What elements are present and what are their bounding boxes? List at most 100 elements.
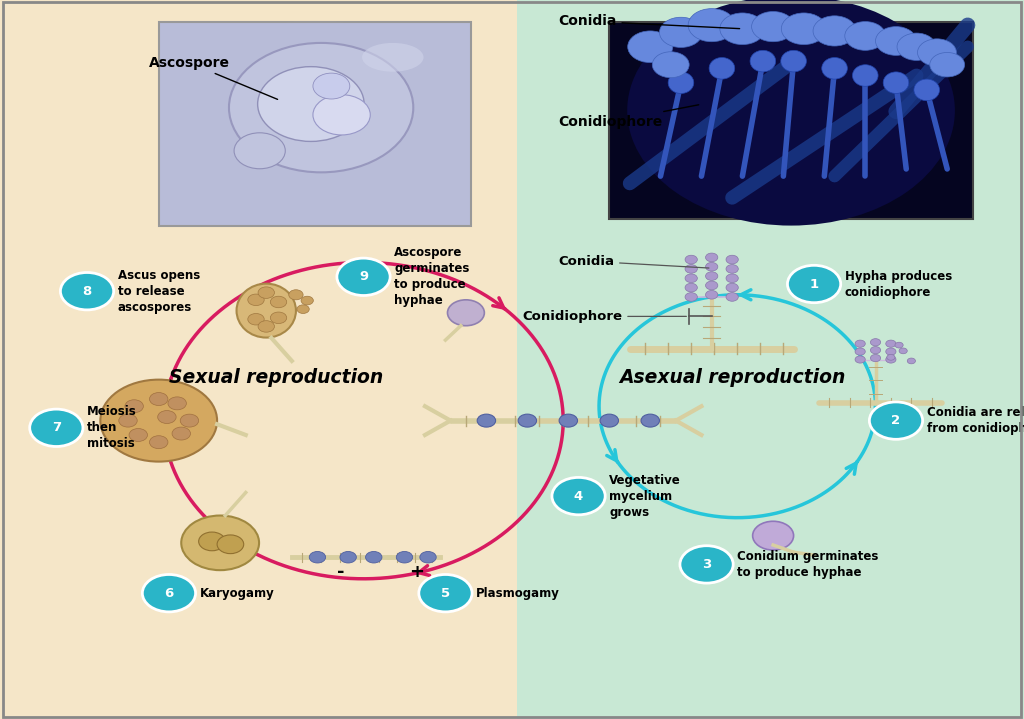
- Circle shape: [895, 342, 903, 348]
- Circle shape: [726, 265, 738, 273]
- Circle shape: [313, 73, 350, 99]
- Text: 1: 1: [810, 278, 818, 290]
- Circle shape: [258, 321, 274, 332]
- Text: Hypha produces
conidiophore: Hypha produces conidiophore: [845, 270, 952, 298]
- Circle shape: [726, 283, 738, 292]
- FancyBboxPatch shape: [517, 0, 1024, 719]
- Circle shape: [720, 13, 765, 45]
- Text: 4: 4: [573, 490, 584, 503]
- Ellipse shape: [883, 72, 909, 93]
- Circle shape: [641, 414, 659, 427]
- Ellipse shape: [362, 43, 424, 72]
- Circle shape: [628, 31, 673, 63]
- Circle shape: [918, 39, 956, 66]
- Circle shape: [787, 265, 841, 303]
- Circle shape: [726, 274, 738, 283]
- Ellipse shape: [709, 58, 734, 79]
- Circle shape: [150, 393, 168, 406]
- Text: 3: 3: [701, 558, 712, 571]
- Circle shape: [876, 27, 916, 55]
- Circle shape: [753, 521, 794, 550]
- Circle shape: [180, 414, 199, 427]
- Circle shape: [930, 52, 965, 77]
- Circle shape: [234, 133, 286, 169]
- Circle shape: [726, 255, 738, 264]
- Circle shape: [688, 9, 735, 42]
- Circle shape: [313, 95, 371, 135]
- FancyBboxPatch shape: [159, 22, 471, 226]
- Text: Conidiophore: Conidiophore: [522, 310, 686, 323]
- Circle shape: [886, 356, 896, 363]
- Circle shape: [659, 17, 702, 47]
- Circle shape: [309, 551, 326, 563]
- Ellipse shape: [821, 58, 847, 79]
- Circle shape: [119, 414, 137, 427]
- Circle shape: [337, 258, 390, 296]
- Circle shape: [340, 551, 356, 563]
- Circle shape: [726, 293, 738, 301]
- Text: Karyogamy: Karyogamy: [200, 587, 274, 600]
- Circle shape: [420, 551, 436, 563]
- Text: Ascus opens
to release
ascospores: Ascus opens to release ascospores: [118, 269, 200, 313]
- Circle shape: [855, 348, 865, 355]
- Circle shape: [706, 253, 718, 262]
- Text: Conidia: Conidia: [558, 14, 739, 29]
- Text: 6: 6: [164, 587, 174, 600]
- Circle shape: [845, 22, 886, 50]
- Text: Sexual reproduction: Sexual reproduction: [169, 368, 384, 387]
- Circle shape: [100, 380, 217, 462]
- Circle shape: [30, 409, 83, 446]
- FancyBboxPatch shape: [0, 0, 517, 719]
- Text: Ascospore
germinates
to produce
hyphae: Ascospore germinates to produce hyphae: [394, 247, 470, 307]
- Circle shape: [870, 347, 881, 354]
- Circle shape: [150, 436, 168, 449]
- Text: +: +: [410, 564, 424, 582]
- Circle shape: [897, 33, 936, 60]
- Text: Conidia are released
from conidiophore: Conidia are released from conidiophore: [927, 406, 1024, 435]
- Circle shape: [870, 354, 881, 362]
- Ellipse shape: [852, 65, 878, 86]
- Circle shape: [258, 67, 365, 142]
- Circle shape: [396, 551, 413, 563]
- Circle shape: [199, 532, 225, 551]
- Circle shape: [781, 13, 826, 45]
- Circle shape: [752, 12, 795, 42]
- Text: Plasmogamy: Plasmogamy: [476, 587, 560, 600]
- Circle shape: [301, 296, 313, 305]
- Circle shape: [168, 397, 186, 410]
- Circle shape: [706, 290, 718, 299]
- Circle shape: [552, 477, 605, 515]
- Circle shape: [129, 429, 147, 441]
- Circle shape: [419, 574, 472, 612]
- Text: Conidiophore: Conidiophore: [558, 105, 698, 129]
- Circle shape: [813, 16, 856, 46]
- Circle shape: [142, 574, 196, 612]
- Circle shape: [447, 300, 484, 326]
- Circle shape: [217, 535, 244, 554]
- Circle shape: [886, 340, 896, 347]
- Text: 5: 5: [441, 587, 450, 600]
- Circle shape: [248, 294, 264, 306]
- Circle shape: [685, 274, 697, 283]
- Text: Ascospore: Ascospore: [148, 55, 278, 99]
- Circle shape: [270, 312, 287, 324]
- Circle shape: [685, 265, 697, 273]
- Ellipse shape: [914, 79, 940, 101]
- Circle shape: [870, 339, 881, 346]
- Circle shape: [158, 411, 176, 423]
- Circle shape: [907, 358, 915, 364]
- Circle shape: [627, 0, 954, 226]
- Text: Meiosis
then
mitosis: Meiosis then mitosis: [87, 406, 137, 450]
- Circle shape: [706, 272, 718, 280]
- Circle shape: [366, 551, 382, 563]
- Circle shape: [248, 313, 264, 325]
- Circle shape: [855, 356, 865, 363]
- Text: Asexual reproduction: Asexual reproduction: [618, 368, 846, 387]
- Circle shape: [899, 348, 907, 354]
- Ellipse shape: [237, 284, 296, 338]
- Text: Conidium germinates
to produce hyphae: Conidium germinates to produce hyphae: [737, 550, 879, 579]
- Circle shape: [680, 546, 733, 583]
- Circle shape: [125, 400, 143, 413]
- Circle shape: [477, 414, 496, 427]
- Circle shape: [706, 262, 718, 271]
